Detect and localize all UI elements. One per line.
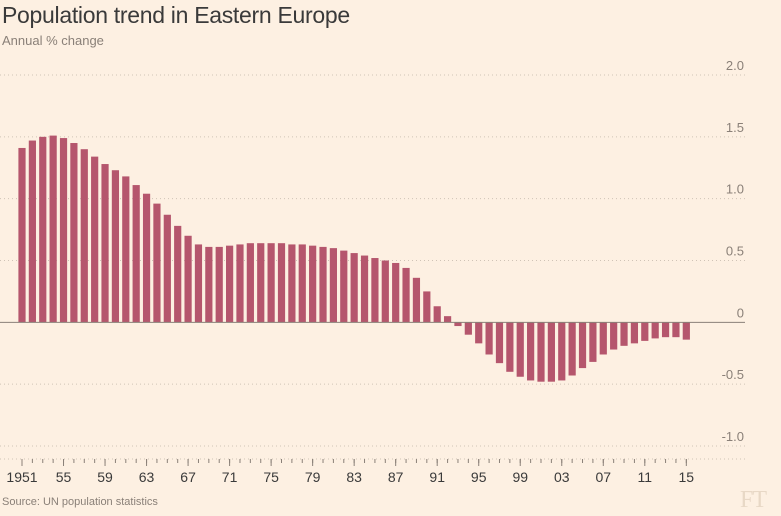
bar-2009 <box>620 322 628 346</box>
bar-1965 <box>163 214 171 323</box>
bar-1962 <box>132 185 140 323</box>
x-tick-label: 15 <box>679 469 695 485</box>
bar-1988 <box>402 267 410 323</box>
bar-2002 <box>547 322 555 382</box>
y-tick-label: -0.5 <box>722 367 744 382</box>
y-tick-label: -1.0 <box>722 429 744 444</box>
x-tick-label: 83 <box>346 469 362 485</box>
x-tick-label: 11 <box>638 469 653 485</box>
source-note: Source: UN population statistics <box>2 496 158 508</box>
bar-1994 <box>464 322 472 335</box>
bar-1997 <box>495 322 504 364</box>
bar-2014 <box>672 322 680 338</box>
bar-1959 <box>101 164 109 323</box>
bar-1958 <box>91 156 99 323</box>
bar-2008 <box>610 322 618 350</box>
x-tick-label: 1951 <box>6 469 37 485</box>
x-tick-label: 63 <box>139 469 155 485</box>
bar-2005 <box>578 322 587 369</box>
bar-1987 <box>392 262 400 323</box>
bar-1979 <box>309 245 317 323</box>
bar-2011 <box>641 322 649 341</box>
bar-1951 <box>18 147 26 323</box>
bar-1991 <box>433 306 441 323</box>
bar-1966 <box>174 225 182 323</box>
x-tick-label: 99 <box>512 469 528 485</box>
bar-2007 <box>599 322 607 355</box>
bar-1992 <box>443 316 452 323</box>
y-tick-label: 2.0 <box>726 58 744 73</box>
bar-2012 <box>651 322 659 339</box>
bar-1993 <box>454 322 462 327</box>
x-tick-label: 71 <box>222 469 238 485</box>
bar-1978 <box>298 244 306 323</box>
bar-1969 <box>205 246 213 323</box>
bar-1970 <box>215 246 223 323</box>
bar-2004 <box>568 322 576 376</box>
bar-1990 <box>423 291 431 323</box>
bar-1985 <box>371 258 379 323</box>
bar-1954 <box>49 135 57 323</box>
bar-1964 <box>153 203 161 323</box>
y-tick-label: 0.5 <box>726 244 744 259</box>
bar-1953 <box>39 136 47 323</box>
bar-2003 <box>558 322 566 381</box>
bar-1973 <box>246 243 254 323</box>
bar-1963 <box>142 193 151 323</box>
x-tick-label: 87 <box>388 469 404 485</box>
bar-1989 <box>412 277 421 323</box>
bar-1998 <box>506 322 514 372</box>
x-tick-label: 91 <box>429 469 445 485</box>
x-tick-label: 67 <box>180 469 196 485</box>
bar-2006 <box>589 322 597 362</box>
bar-1957 <box>80 149 88 323</box>
bar-1968 <box>194 244 203 323</box>
x-tick-label: 55 <box>56 469 72 485</box>
bar-1956 <box>70 143 78 323</box>
y-tick-label: 1.5 <box>726 120 744 135</box>
x-tick-label: 07 <box>595 469 611 485</box>
x-tick-label: 03 <box>554 469 570 485</box>
bar-1955 <box>59 138 68 323</box>
bar-1972 <box>236 244 244 323</box>
bar-1983 <box>350 253 358 323</box>
bar-1995 <box>475 322 483 344</box>
bar-1967 <box>184 235 192 323</box>
bar-1960 <box>111 170 120 323</box>
y-tick-label: 0 <box>737 305 744 320</box>
bar-1999 <box>516 322 524 377</box>
bar-2001 <box>537 322 545 382</box>
bar-1961 <box>122 176 130 323</box>
bar-1980 <box>319 246 327 323</box>
x-tick-label: 79 <box>305 469 321 485</box>
bar-1996 <box>485 322 493 355</box>
bar-1986 <box>381 260 389 323</box>
bar-2015 <box>682 322 690 340</box>
x-tick-label: 75 <box>263 469 279 485</box>
x-tick-label: 59 <box>97 469 113 485</box>
ft-logo: FT <box>740 487 767 513</box>
bar-1982 <box>340 250 348 323</box>
bar-1977 <box>288 244 296 323</box>
chart-subtitle: Annual % change <box>2 33 104 48</box>
y-tick-label: 1.0 <box>726 182 744 197</box>
bar-1981 <box>329 248 337 323</box>
bar-2000 <box>527 322 535 381</box>
bar-2010 <box>630 322 639 344</box>
bar-1975 <box>267 243 275 323</box>
x-tick-label: 95 <box>471 469 487 485</box>
chart-title: Population trend in Eastern Europe <box>2 2 350 28</box>
bar-1976 <box>277 243 286 323</box>
bar-1974 <box>257 243 265 323</box>
bar-1971 <box>226 245 234 323</box>
bar-2013 <box>661 322 670 338</box>
bar-1952 <box>28 140 36 323</box>
bar-1984 <box>360 255 369 323</box>
